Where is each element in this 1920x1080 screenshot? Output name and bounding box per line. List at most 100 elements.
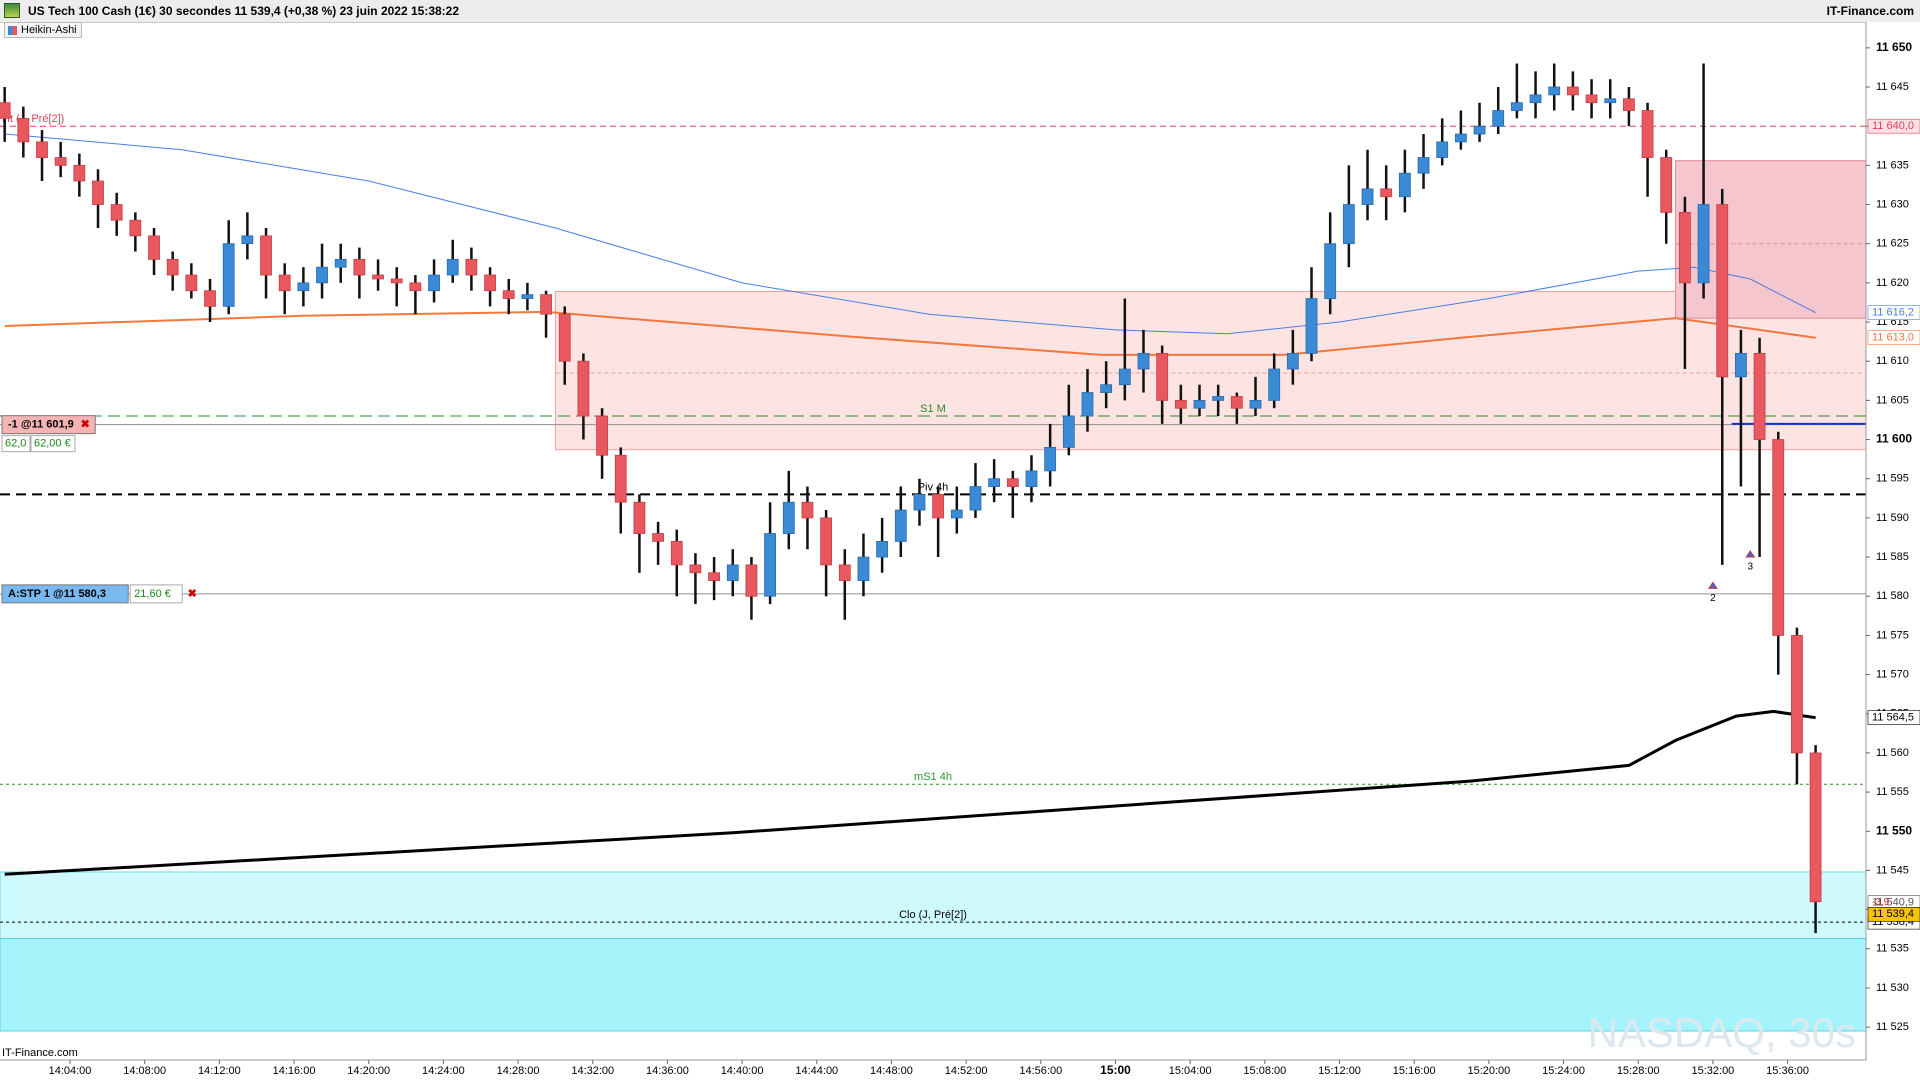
y-tick-label: 11 530 <box>1876 982 1909 994</box>
level-badge-bg <box>1867 906 1920 922</box>
level-badge: 11 539,4 <box>1872 908 1914 920</box>
candle-body <box>1436 141 1449 158</box>
candle-body <box>372 274 384 280</box>
y-tick-label: 11 580 <box>1876 590 1909 602</box>
candle-body <box>1566 86 1579 96</box>
candle-body <box>1025 470 1038 487</box>
candle-body <box>876 540 889 558</box>
candle-body <box>409 282 422 292</box>
candle-body <box>1062 415 1075 448</box>
y-tick-label: 11 545 <box>1876 864 1909 876</box>
overlay-line <box>4 310 1816 356</box>
candle-body <box>1622 98 1635 111</box>
candle-body <box>1044 446 1057 472</box>
candle-body <box>1772 439 1785 636</box>
order-close: ✖ <box>188 588 197 600</box>
candle-body <box>1156 352 1169 401</box>
signal-marker <box>1745 550 1756 558</box>
candle-body <box>17 117 30 143</box>
x-tick-label: 14:56:00 <box>1019 1065 1062 1077</box>
x-tick-label: 15:12:00 <box>1318 1065 1361 1077</box>
candle-body <box>54 157 67 166</box>
pnl-points: 62,0 <box>5 438 26 450</box>
x-tick-label: 14:36:00 <box>646 1065 689 1077</box>
candle-body <box>782 501 795 534</box>
candle-body <box>1137 352 1150 370</box>
x-tick-label: 14:32:00 <box>571 1065 614 1077</box>
x-tick-label: 14:44:00 <box>795 1065 838 1077</box>
x-tick-label: 14:28:00 <box>497 1065 540 1077</box>
candle-body <box>1641 110 1654 158</box>
chart-mode[interactable]: Heikin-Ashi <box>4 22 82 38</box>
x-tick-label: 14:08:00 <box>123 1065 166 1077</box>
candle-body <box>1081 392 1094 417</box>
level-label: Piv 4h <box>918 481 949 493</box>
pnl-points-box <box>1 435 31 453</box>
brand[interactable]: IT-Finance.com <box>1826 4 1914 18</box>
level-label: mS1 4h <box>914 771 952 783</box>
app-icon <box>4 3 20 18</box>
candle-body <box>652 533 664 542</box>
candle-body <box>1679 211 1691 284</box>
candle-body <box>1193 399 1206 409</box>
level-label: Clo (J, Pré[2]) <box>899 909 967 921</box>
candle-body <box>0 102 11 119</box>
y-tick-label: 11 575 <box>1876 629 1909 641</box>
x-tick-label: 14:24:00 <box>422 1065 465 1077</box>
x-tick-label: 15:20:00 <box>1467 1065 1510 1077</box>
candle-body <box>316 266 328 284</box>
pnl: 21,60 € <box>134 588 171 600</box>
x-tick-label: 14:04:00 <box>49 1065 92 1077</box>
y-tick-label: 11 650 <box>1876 40 1912 54</box>
candle-body <box>689 564 702 574</box>
candle-body <box>1791 634 1803 754</box>
candle-body <box>540 294 552 315</box>
candle-body <box>596 415 608 456</box>
candle-body <box>1230 396 1243 409</box>
title-bar: US Tech 100 Cash (1€) 30 secondes 11 539… <box>0 0 1920 23</box>
level-label: Ht (J, Pré[2]) <box>2 113 64 125</box>
candle-body <box>932 493 945 519</box>
candle-body <box>1735 352 1747 378</box>
candle-body <box>334 258 347 268</box>
candle-body <box>1174 399 1187 409</box>
x-tick-label: 15:04:00 <box>1169 1065 1212 1077</box>
order-label: -1 @11 601,9 <box>8 419 74 431</box>
x-tick-label: 14:20:00 <box>347 1065 390 1077</box>
chart-title: US Tech 100 Cash (1€) 30 secondes 11 539… <box>28 4 460 18</box>
x-tick-label: 15:32:00 <box>1691 1065 1734 1077</box>
x-tick-label: 15:00 <box>1100 1063 1131 1077</box>
candle-body <box>1454 133 1467 143</box>
level-label: S1 M <box>920 403 946 415</box>
y-tick-label: 11 570 <box>1876 668 1909 680</box>
candle-body <box>1305 298 1318 354</box>
candle-body <box>241 235 254 245</box>
y-tick-label: 11 635 <box>1876 159 1909 171</box>
x-tick-label: 14:40:00 <box>721 1065 764 1077</box>
candle-body <box>950 509 963 519</box>
order-label: A:STP 1 @11 580,3 <box>8 588 106 600</box>
y-tick-label: 11 550 <box>1876 823 1912 837</box>
signal-marker <box>1707 581 1718 589</box>
candle-body <box>1398 172 1411 198</box>
candle-body <box>353 258 366 276</box>
candle-body <box>633 501 646 534</box>
zone <box>0 938 1866 1032</box>
y-tick-label: 11 620 <box>1876 277 1909 289</box>
candle-body <box>92 180 104 205</box>
candle-body <box>1473 125 1486 135</box>
candle-body <box>764 533 777 597</box>
zone <box>554 290 1866 451</box>
x-tick-label: 14:52:00 <box>945 1065 988 1077</box>
x-tick-label: 15:16:00 <box>1393 1065 1436 1077</box>
x-tick-label: 14:48:00 <box>870 1065 913 1077</box>
y-tick-label: 11 610 <box>1876 355 1909 367</box>
candle-body <box>502 290 515 299</box>
overlay-badge: 11 564,5 <box>1872 712 1914 724</box>
candle-body <box>1361 188 1374 205</box>
x-tick-label: 14:12:00 <box>198 1065 241 1077</box>
candle-body <box>1100 384 1113 393</box>
candle-body <box>260 235 272 276</box>
order-close: ✖ <box>81 419 90 431</box>
